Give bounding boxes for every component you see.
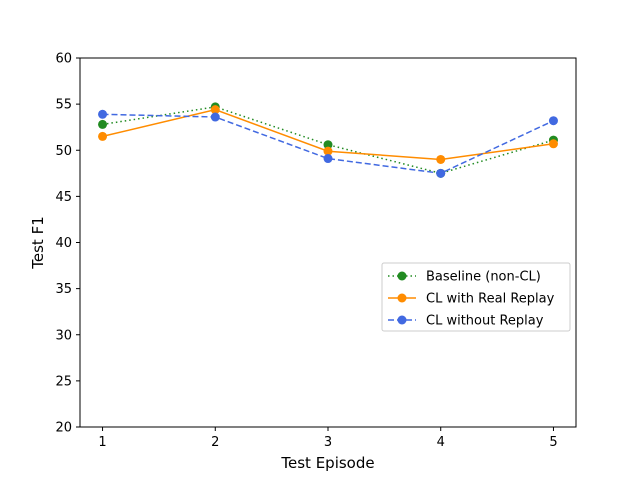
series-2-point-3 [323, 154, 333, 164]
y-axis-label: Test F1 [29, 216, 47, 269]
y-tick-label-60: 60 [55, 52, 72, 67]
plot-area [98, 102, 558, 178]
series-0-point-1 [98, 119, 108, 129]
series-2-point-1 [98, 109, 108, 119]
y-tick-label-30: 30 [55, 328, 72, 343]
y-tick-label-25: 25 [55, 374, 72, 389]
series-0-point-3 [323, 140, 333, 150]
legend-marker-2 [397, 315, 407, 325]
y-tick-label-55: 55 [55, 98, 72, 113]
series-2-point-4 [436, 168, 446, 178]
legend-marker-1 [397, 293, 407, 303]
series-2-point-5 [548, 116, 558, 126]
y-tick-label-20: 20 [55, 421, 72, 436]
series-1-point-5 [548, 139, 558, 149]
y-tick-label-40: 40 [55, 236, 72, 251]
legend-label-2: CL without Replay [426, 314, 544, 329]
series-1-point-2 [210, 105, 220, 115]
series-1-point-3 [323, 146, 333, 156]
x-tick-label-5: 5 [549, 435, 557, 450]
series-line-0 [102, 106, 554, 175]
y-tick-label-50: 50 [55, 144, 72, 159]
x-tick-label-1: 1 [98, 435, 106, 450]
legend-label-0: Baseline (non-CL) [426, 270, 541, 285]
series-2-point-2 [210, 112, 220, 122]
series-line-2 [102, 113, 554, 175]
legend-label-1: CL with Real Replay [426, 292, 555, 307]
y-tick-label-35: 35 [55, 282, 72, 297]
legend: Baseline (non-CL) CL with Real Replay CL w… [381, 262, 571, 332]
legend-marker-0 [397, 271, 407, 281]
x-axis-label: Test Episode [280, 454, 374, 472]
x-tick-label-3: 3 [324, 435, 332, 450]
y-tick-label-45: 45 [55, 190, 72, 205]
series-1-point-1 [98, 131, 108, 141]
legend-box [381, 262, 571, 332]
x-tick-label-2: 2 [211, 435, 219, 450]
x-tick-label-4: 4 [437, 435, 445, 450]
series-1-point-4 [436, 154, 446, 164]
